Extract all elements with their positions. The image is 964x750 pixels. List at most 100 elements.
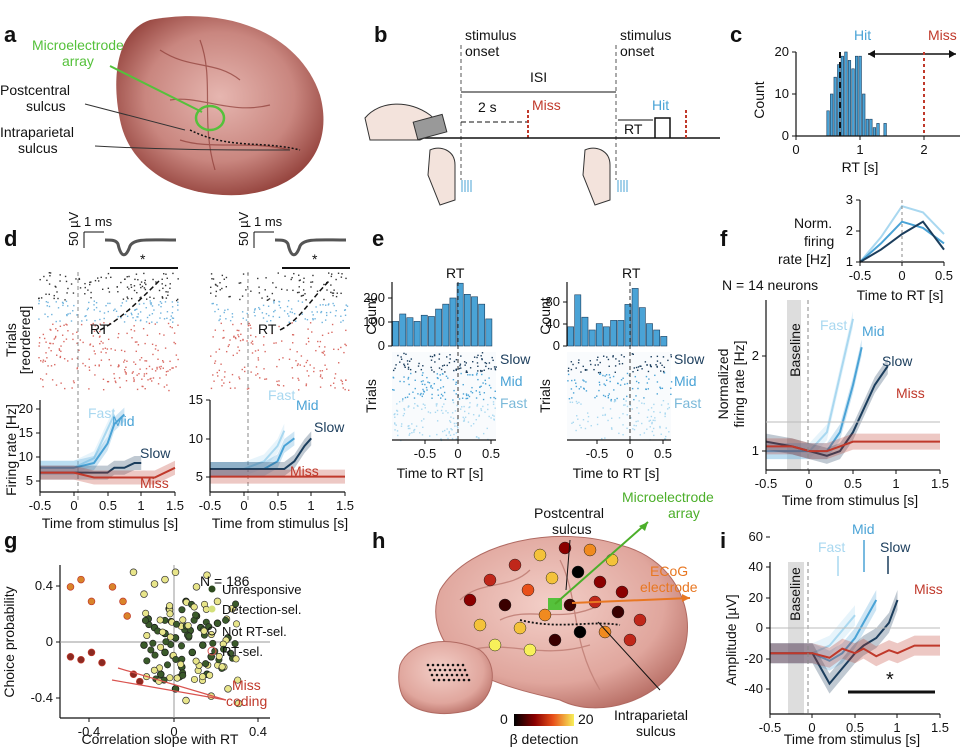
- raster-e-right-spike: [664, 438, 666, 440]
- raster-e-left-spike: [403, 363, 405, 365]
- raster-d-left-spike: [161, 283, 163, 285]
- raster-d-right-spike: [324, 346, 326, 348]
- panel-letter-b: b: [374, 22, 387, 47]
- raster-d-left-spike: [177, 324, 179, 326]
- raster-e-left-spike: [454, 410, 457, 412]
- i-main-plot: [770, 590, 940, 694]
- raster-e-left-spike: [452, 379, 455, 381]
- raster-e-left-spike: [494, 397, 497, 400]
- raster-d-left-spike: [48, 347, 50, 349]
- raster-e-right-spike: [597, 364, 599, 366]
- raster-d-left-spike: [88, 388, 90, 390]
- raster-e-left-spike: [475, 419, 477, 421]
- raster-d-left-spike: [84, 315, 86, 318]
- raster-e-right-spike: [572, 363, 574, 366]
- raster-e-right-spike: [655, 364, 657, 366]
- raster-e-left-spike: [445, 375, 448, 377]
- raster-e-right-spike: [608, 393, 610, 395]
- postcentral-pointer: [84, 103, 186, 131]
- raster-d-right-spike: [340, 315, 342, 317]
- raster-e-right-spike: [618, 363, 621, 365]
- raster-e-right-spike: [644, 361, 647, 363]
- g-point-detection-sel: [173, 674, 181, 682]
- raster-d-left-spike: [123, 359, 126, 361]
- raster-e-left-spike: [408, 425, 410, 427]
- raster-d-right-spike: [326, 289, 328, 291]
- raster-e-right-spike: [575, 385, 578, 388]
- raster-d-left-spike: [146, 316, 149, 319]
- g-xtick-label: -0.4: [78, 724, 100, 739]
- raster-d-left-spike: [110, 348, 112, 350]
- raster-d-left-spike: [45, 373, 48, 375]
- raster-d-right-spike: [330, 284, 332, 286]
- raster-e-left-spike: [440, 368, 443, 371]
- scale-uv-right: 50 µV: [236, 211, 251, 246]
- raster-e-right-spike: [586, 369, 588, 371]
- histogram-c: [826, 51, 887, 137]
- g-point-unresponsive: [149, 639, 157, 647]
- e-left-bar: [406, 317, 414, 347]
- raster-d-left-spike: [44, 313, 46, 315]
- raster-d-right-spike: [278, 316, 281, 318]
- raster-d-left-spike: [95, 302, 98, 304]
- raster-d-left-spike: [93, 330, 96, 332]
- raster-d-left-spike: [70, 320, 73, 322]
- panel-letter-f: f: [720, 226, 728, 251]
- raster-e-left-spike: [459, 365, 461, 367]
- raster-d-left-spike: [143, 272, 145, 275]
- raster-d-left-spike: [140, 296, 142, 298]
- raster-d-left-spike: [176, 298, 179, 301]
- raster-d-right-spike: [215, 295, 217, 297]
- raster-d-right-spike: [344, 388, 346, 391]
- raster-d-left-spike: [175, 354, 178, 356]
- raster-d-right-spike: [210, 286, 212, 289]
- raster-e-right-spike: [608, 374, 611, 376]
- raster-d-left-spike: [110, 364, 112, 367]
- raster-e-left-spike: [404, 366, 406, 368]
- raster-d-right-spike: [286, 313, 289, 315]
- raster-e-right-spike: [649, 419, 652, 422]
- c-bar: [847, 60, 852, 137]
- raster-d-left-spike: [140, 286, 142, 289]
- raster-d-left-spike: [120, 349, 123, 352]
- raster-d-left-spike: [150, 377, 152, 380]
- raster-d-left-spike: [89, 283, 91, 286]
- raster-d-right-spike: [265, 378, 268, 380]
- raster-e-left-spike: [477, 378, 479, 381]
- raster-d-left-spike: [50, 365, 53, 367]
- raster-e-left-spike: [494, 368, 496, 370]
- raster-e-left-spike: [492, 359, 494, 362]
- raster-d-right-spike: [342, 387, 344, 389]
- e-right-bar: [610, 320, 618, 347]
- raster-d-right-spike: [288, 315, 290, 317]
- c-bar: [858, 55, 862, 137]
- e-trials-right: Trials: [537, 379, 553, 413]
- raster-d-left-spike: [175, 366, 177, 368]
- raster-d-left-spike: [123, 361, 125, 363]
- raster-e-right-spike: [631, 353, 634, 355]
- raster-e-right-spike: [604, 384, 607, 387]
- panel-letter-d: d: [4, 226, 17, 251]
- f-inset-line-slow: [859, 220, 945, 263]
- raster-d-right-spike: [296, 291, 299, 294]
- raster-d-right-spike: [302, 289, 305, 291]
- raster-d-right-spike: [220, 322, 222, 325]
- raster-d-right-spike: [313, 370, 315, 373]
- raster-d-right: [210, 272, 350, 391]
- raster-d-right-spike: [280, 288, 283, 291]
- raster-d-left-spike: [139, 311, 142, 313]
- c-xlabel: RT [s]: [842, 159, 879, 175]
- raster-d-right-spike: [324, 364, 326, 366]
- raster-e-left-spike: [452, 399, 454, 401]
- raster-d-left-spike: [94, 353, 96, 355]
- raster-e-left-spike: [437, 389, 439, 391]
- raster-e-right-spike: [668, 406, 670, 409]
- g-xtick-label: 0.4: [249, 724, 267, 739]
- raster-d-right-spike: [210, 292, 212, 294]
- g-point-rt-sel-: [66, 653, 75, 661]
- d-right-ytick-label: 10: [189, 431, 203, 446]
- raster-d-right-spike: [332, 382, 335, 384]
- raster-e-right-spike: [626, 372, 629, 375]
- raster-e-left-spike: [411, 423, 413, 425]
